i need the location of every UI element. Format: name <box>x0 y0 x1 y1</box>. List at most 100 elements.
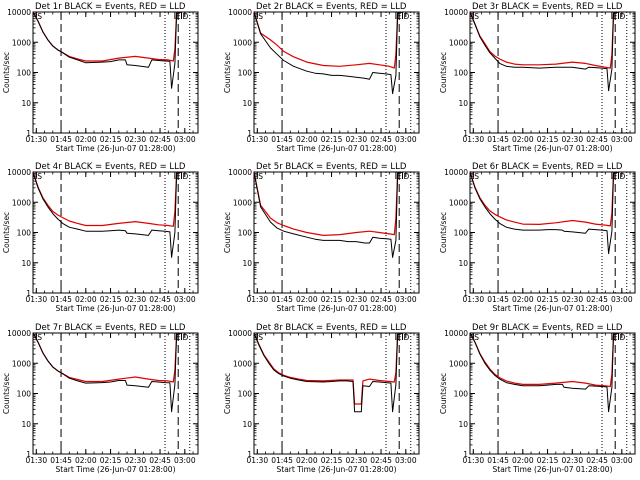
marker-label-e: E <box>176 172 181 181</box>
x-axis-label: Start Time (26-Jun-07 01:28:00) <box>493 304 613 313</box>
chart-title: Det 5r BLACK = Events, RED = LLD <box>256 162 407 172</box>
y-tick-label: 1 <box>26 450 31 459</box>
x-tick-label: 02:45 <box>149 135 171 144</box>
x-tick-label: 02:15 <box>100 295 122 304</box>
x-tick-label: 02:45 <box>370 456 392 465</box>
marker-label-d: D <box>404 333 410 342</box>
y-axis-label: Counts/sec <box>223 373 232 414</box>
x-axis-label: Start Time (26-Jun-07 01:28:00) <box>277 304 397 313</box>
x-tick-label: 02:00 <box>512 135 534 144</box>
y-tick-label: 100 <box>454 69 469 78</box>
x-axis-label: Start Time (26-Jun-07 01:28:00) <box>56 465 176 474</box>
chart-title: Det 1r BLACK = Events, RED = LLD <box>35 2 186 12</box>
marker-label-e: E <box>397 333 402 342</box>
marker-label-e: E <box>397 12 402 21</box>
series-line-events <box>469 11 619 92</box>
series-line-lld <box>253 332 403 405</box>
x-tick-label: 01:30 <box>462 135 484 144</box>
x-axis-label: Start Time (26-Jun-07 01:28:00) <box>277 465 397 474</box>
x-tick-label: 02:30 <box>124 295 146 304</box>
x-tick-label: 02:30 <box>124 456 146 465</box>
x-tick-label: 02:00 <box>75 295 97 304</box>
x-tick-label: 02:45 <box>370 135 392 144</box>
x-tick-label: 02:00 <box>296 456 318 465</box>
y-tick-label: 1000 <box>449 359 468 368</box>
y-tick-label: 1000 <box>449 38 468 47</box>
x-tick-label: 02:45 <box>149 456 171 465</box>
series-line-lld <box>253 171 403 236</box>
x-tick-label: 02:15 <box>537 456 559 465</box>
x-axis-label: Start Time (26-Jun-07 01:28:00) <box>493 465 613 474</box>
marker-label-s: S <box>258 12 263 21</box>
x-tick-label: 03:00 <box>611 456 633 465</box>
plot-frame <box>469 11 636 134</box>
y-tick-label: 100 <box>238 69 253 78</box>
x-tick-label: 01:45 <box>50 135 72 144</box>
x-tick-label: 02:00 <box>512 295 534 304</box>
x-tick-label: 02:00 <box>75 135 97 144</box>
x-tick-label: 03:00 <box>174 135 196 144</box>
x-tick-label: 03:00 <box>395 295 417 304</box>
marker-label-s: S <box>474 333 479 342</box>
series-line-events <box>253 11 403 95</box>
plot-frame <box>469 171 636 294</box>
x-tick-label: 02:45 <box>149 295 171 304</box>
y-tick-label: 1 <box>247 129 252 138</box>
y-tick-label: 10000 <box>7 168 31 177</box>
series-line-lld <box>32 171 182 227</box>
chart-title: Det 4r BLACK = Events, RED = LLD <box>35 162 186 172</box>
x-tick-label: 02:30 <box>345 135 367 144</box>
x-tick-label: 02:15 <box>321 295 343 304</box>
x-tick-label: 01:45 <box>487 456 509 465</box>
marker-label-e: E <box>613 172 618 181</box>
x-tick-label: 02:15 <box>321 135 343 144</box>
y-tick-label: 10000 <box>444 329 468 338</box>
marker-label-e: E <box>613 12 618 21</box>
x-tick-label: 01:30 <box>246 295 268 304</box>
chart-panel-4: Det 4r BLACK = Events, RED = LLD 1 10 100 10… <box>2 162 199 313</box>
marker-label-d: D <box>620 12 626 21</box>
y-tick-label: 10 <box>242 259 252 268</box>
x-tick-label: 01:45 <box>50 295 72 304</box>
x-tick-label: 03:00 <box>395 456 417 465</box>
series-line-events <box>32 171 182 258</box>
marker-label-d: D <box>620 172 626 181</box>
x-tick-label: 02:00 <box>296 135 318 144</box>
series-line-lld <box>32 11 182 62</box>
x-tick-label: 02:45 <box>370 295 392 304</box>
x-tick-label: 03:00 <box>395 135 417 144</box>
y-tick-label: 10000 <box>444 8 468 17</box>
marker-label-e: E <box>397 172 402 181</box>
chart-title: Det 2r BLACK = Events, RED = LLD <box>256 2 407 12</box>
x-tick-label: 02:15 <box>537 295 559 304</box>
x-tick-label: 02:45 <box>586 295 608 304</box>
plot-frame <box>253 332 420 455</box>
y-tick-label: 1 <box>26 129 31 138</box>
x-tick-label: 01:30 <box>462 295 484 304</box>
x-tick-label: 02:30 <box>561 456 583 465</box>
chart-panel-8: Det 8r BLACK = Events, RED = LLD 1 10 100 10… <box>223 323 420 474</box>
marker-label-s: S <box>37 12 42 21</box>
chart-panel-9: Det 9r BLACK = Events, RED = LLD 1 10 100 10… <box>439 323 636 474</box>
marker-label-d: D <box>404 12 410 21</box>
y-tick-label: 1000 <box>12 198 31 207</box>
x-tick-label: 01:45 <box>50 456 72 465</box>
x-tick-label: 02:30 <box>561 135 583 144</box>
plot-frame <box>32 332 199 455</box>
x-tick-label: 02:45 <box>586 456 608 465</box>
x-axis-label: Start Time (26-Jun-07 01:28:00) <box>277 144 397 153</box>
y-tick-label: 10 <box>21 259 31 268</box>
x-tick-label: 02:00 <box>75 456 97 465</box>
x-tick-label: 03:00 <box>174 295 196 304</box>
marker-label-s: S <box>258 172 263 181</box>
chart-panel-7: Det 7r BLACK = Events, RED = LLD 1 10 100 10… <box>2 323 199 474</box>
x-tick-label: 01:30 <box>25 295 47 304</box>
y-tick-label: 100 <box>238 229 253 238</box>
y-tick-label: 100 <box>17 390 32 399</box>
y-tick-label: 1000 <box>233 38 252 47</box>
y-axis-label: Counts/sec <box>2 212 11 253</box>
x-tick-label: 02:30 <box>345 295 367 304</box>
y-tick-label: 100 <box>17 69 32 78</box>
y-tick-label: 1 <box>463 129 468 138</box>
